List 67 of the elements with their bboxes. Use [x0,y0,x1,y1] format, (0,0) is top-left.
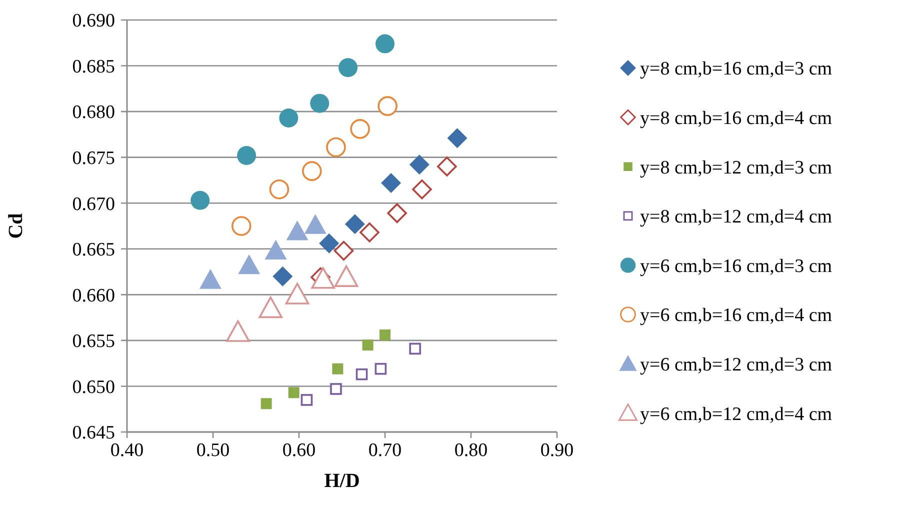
legend-label: y=6 cm,b=12 cm,d=4 cm [640,404,832,425]
point [409,154,430,175]
point [260,398,272,410]
point [302,161,322,181]
point [338,58,358,78]
point [334,265,358,287]
legend-label: y=6 cm,b=16 cm,d=4 cm [640,305,832,326]
point [332,363,344,374]
point [264,240,287,260]
point [374,362,387,375]
point [237,146,256,165]
y-tick-label: 0.670 [72,194,115,215]
point [330,383,342,395]
y-axis-title: Cd [5,213,27,239]
point [286,220,308,240]
x-tick-label: 0.70 [368,440,402,461]
x-tick-label: 0.90 [540,440,574,461]
point [334,240,354,261]
point [310,94,330,113]
legend-label: y=8 cm,b=16 cm,d=3 cm [640,58,832,80]
point [319,233,340,254]
point [231,216,252,236]
y-tick-label: 0.690 [72,10,115,32]
y-tick-label: 0.660 [72,285,115,306]
point [304,214,326,234]
y-tick-label: 0.650 [72,376,115,398]
x-tick-label: 0.80 [454,440,488,461]
point [376,34,394,54]
point [356,368,368,380]
legend-label: y=6 cm,b=12 cm,d=3 cm [640,354,832,376]
point [362,340,374,351]
point [272,266,293,286]
x-axis-title: H/D [324,470,360,492]
point [326,137,346,158]
legend-label: y=6 cm,b=16 cm,d=3 cm [640,256,832,277]
legend-label: y=8 cm,b=12 cm,d=4 cm [640,206,832,228]
point [279,108,298,128]
y-tick-label: 0.675 [72,148,115,169]
y-tick-label: 0.655 [72,331,115,352]
point [447,128,468,148]
point [285,282,310,304]
point [269,179,290,200]
point [380,329,390,340]
point [378,96,398,116]
x-tick-label: 0.60 [282,440,316,461]
point [344,214,365,234]
y-tick-label: 0.680 [72,102,115,124]
point [350,119,370,139]
point [311,267,335,289]
point [387,203,407,224]
legend-label: y=8 cm,b=12 cm,d=3 cm [640,157,832,178]
x-tick-label: 0.50 [196,440,230,461]
point [412,179,432,200]
point [288,387,300,398]
point [238,254,260,274]
point [409,342,421,355]
point [381,172,402,193]
y-tick-label: 0.665 [72,240,115,261]
point [437,156,457,176]
point [300,394,313,406]
point [258,296,283,318]
point [360,222,380,242]
point [226,320,250,342]
point [199,269,222,289]
point [190,190,210,210]
legend-label: y=8 cm,b=16 cm,d=4 cm [640,108,832,129]
y-tick-label: 0.685 [72,56,115,78]
